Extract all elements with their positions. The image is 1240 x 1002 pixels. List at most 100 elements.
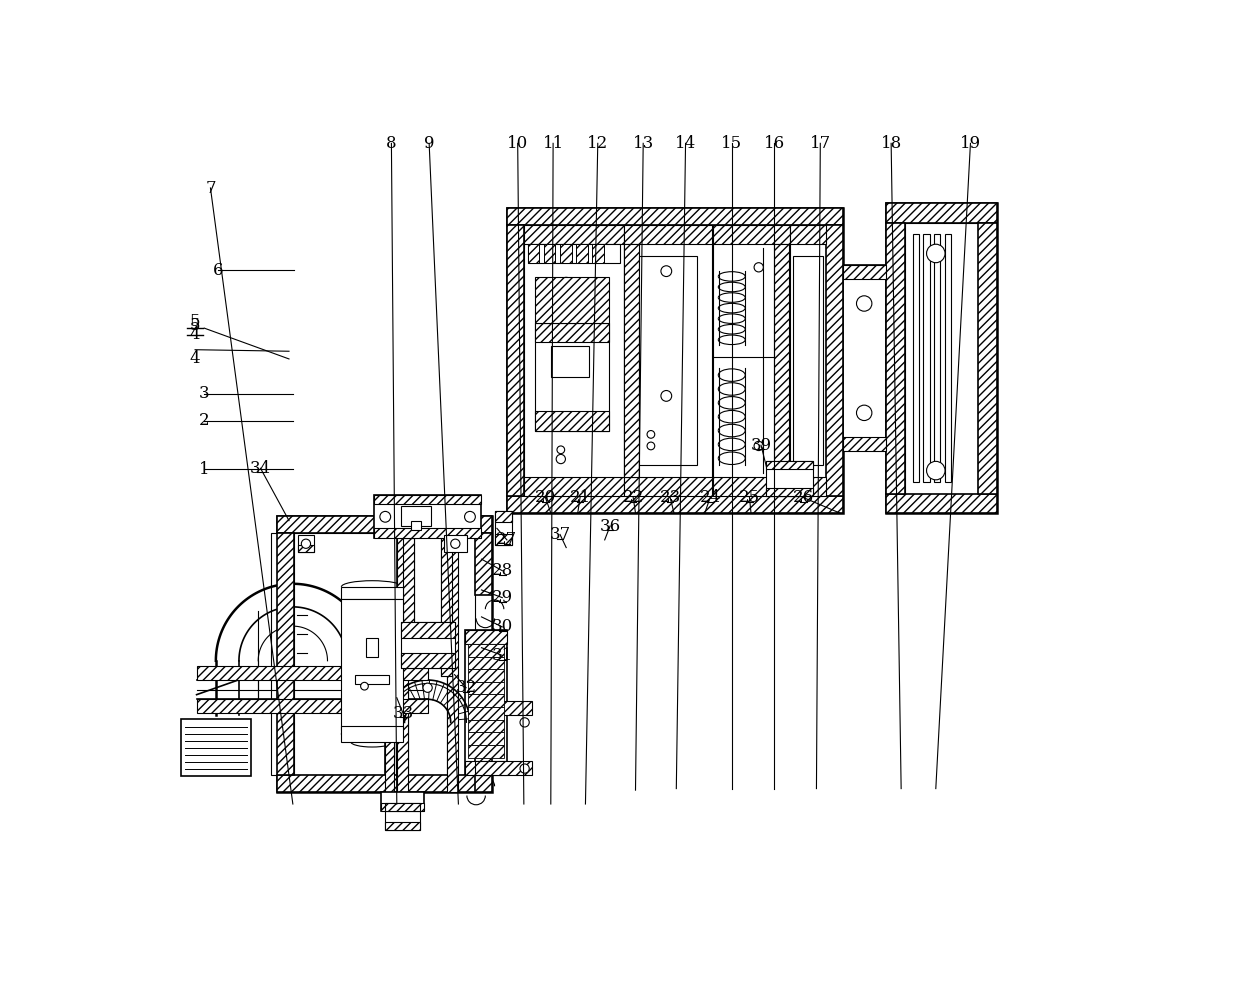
Text: 16: 16 [764,135,785,152]
Bar [507,496,843,513]
Bar [624,477,713,496]
Circle shape [465,511,475,522]
Text: 10: 10 [507,135,528,152]
Circle shape [361,682,368,690]
Bar [536,411,609,431]
Bar [401,653,455,668]
Bar [774,244,790,477]
Bar [766,488,812,496]
Bar [401,622,455,668]
Text: 20: 20 [534,489,556,506]
Bar [523,225,826,496]
Circle shape [926,244,945,263]
Bar [495,511,512,545]
Bar [536,323,609,342]
Text: 3: 3 [198,385,210,402]
Bar [507,208,843,225]
Circle shape [857,296,872,312]
Bar [475,761,532,775]
Text: 24: 24 [699,489,720,506]
Text: 9: 9 [424,135,434,152]
Bar [577,244,588,264]
Circle shape [423,683,433,692]
Text: 37: 37 [549,526,570,543]
Bar [467,707,503,719]
Bar [465,630,507,644]
Bar [373,495,481,538]
Text: 2: 2 [198,412,210,429]
Bar [465,761,507,775]
Bar [373,495,481,504]
Bar [444,535,467,552]
Text: 39: 39 [750,437,771,454]
Bar [523,225,624,244]
Bar [934,234,940,482]
Bar [713,477,790,496]
Bar [885,203,997,222]
Bar [523,477,624,496]
Text: 5: 5 [190,317,201,334]
Bar [507,208,843,513]
Bar [713,225,790,244]
Bar [341,726,403,741]
Text: 25: 25 [739,489,760,506]
Circle shape [647,431,655,438]
Bar [593,244,604,264]
Bar [278,516,491,792]
Bar [278,516,491,533]
Text: 27: 27 [496,531,517,548]
Bar [475,726,491,792]
Bar [528,244,539,264]
Text: 23: 23 [660,489,681,506]
Bar [386,823,420,831]
Bar [843,265,885,451]
Circle shape [661,391,672,401]
Text: 13: 13 [632,135,653,152]
Bar [766,461,812,469]
Bar [560,244,572,264]
Bar [386,804,420,811]
Bar [197,699,428,713]
Bar [790,477,826,496]
Text: 18: 18 [880,135,901,152]
Bar [467,656,503,669]
Text: 30: 30 [492,618,513,635]
Circle shape [754,441,764,451]
Circle shape [557,446,564,454]
Bar [446,522,459,792]
Bar [624,225,713,496]
Bar [197,666,428,680]
Bar [410,521,422,530]
Text: 29: 29 [492,589,513,606]
Text: 26: 26 [792,489,813,506]
Text: 6: 6 [213,262,223,279]
Bar [536,277,609,323]
Text: 5: 5 [190,314,201,331]
Bar [790,225,826,496]
Text: 32: 32 [455,679,476,696]
Text: 31: 31 [492,647,513,664]
Circle shape [379,511,391,522]
Circle shape [661,266,672,277]
Bar [401,506,432,526]
Bar [299,544,314,552]
Bar [382,804,424,811]
Bar [294,533,475,775]
Bar [475,700,532,714]
Bar [467,719,503,732]
Bar [278,775,491,792]
Text: 7: 7 [205,179,216,196]
Bar [299,535,314,552]
Bar [373,528,481,538]
Circle shape [754,263,764,272]
Bar [181,718,250,777]
Bar [341,599,403,730]
Text: 1: 1 [198,461,210,478]
Bar [382,792,424,811]
Bar [467,644,503,656]
Bar [495,534,512,545]
Bar [341,587,403,599]
Bar [843,265,885,279]
Bar [885,494,997,513]
Bar [355,674,389,684]
